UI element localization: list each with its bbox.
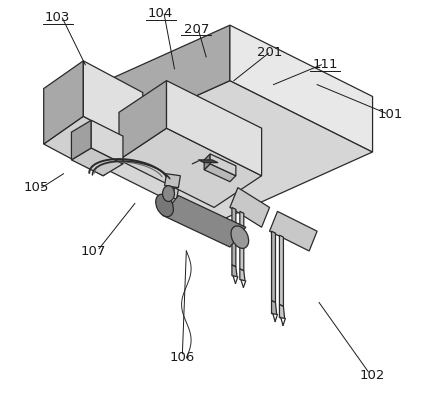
Text: 111: 111: [312, 58, 338, 71]
Polygon shape: [210, 154, 236, 176]
Polygon shape: [91, 120, 123, 164]
Polygon shape: [83, 61, 143, 148]
Text: 104: 104: [148, 7, 173, 20]
Text: 106: 106: [170, 352, 195, 365]
Polygon shape: [166, 81, 262, 176]
Polygon shape: [163, 196, 246, 247]
Polygon shape: [71, 25, 230, 152]
Polygon shape: [204, 164, 236, 182]
Text: 201: 201: [257, 46, 282, 59]
Text: 101: 101: [378, 108, 403, 121]
Polygon shape: [44, 61, 83, 144]
Text: 107: 107: [80, 245, 106, 257]
Text: 103: 103: [45, 11, 70, 24]
Polygon shape: [204, 154, 210, 170]
Polygon shape: [119, 81, 166, 160]
Polygon shape: [119, 128, 262, 207]
Polygon shape: [240, 269, 245, 281]
Text: 102: 102: [360, 369, 385, 382]
Polygon shape: [272, 300, 277, 314]
Ellipse shape: [156, 194, 173, 217]
Polygon shape: [165, 174, 180, 188]
Polygon shape: [198, 160, 218, 163]
Polygon shape: [71, 148, 123, 176]
Polygon shape: [165, 186, 170, 198]
Polygon shape: [279, 235, 283, 306]
Polygon shape: [272, 231, 275, 302]
Polygon shape: [232, 207, 236, 267]
Polygon shape: [279, 304, 285, 318]
Polygon shape: [230, 188, 270, 227]
Polygon shape: [71, 81, 373, 223]
Polygon shape: [240, 211, 244, 271]
Polygon shape: [230, 25, 373, 152]
Polygon shape: [44, 116, 143, 176]
Ellipse shape: [231, 226, 249, 248]
Ellipse shape: [163, 186, 174, 201]
Polygon shape: [232, 265, 237, 277]
Polygon shape: [270, 211, 317, 251]
Text: 207: 207: [183, 23, 209, 36]
Polygon shape: [71, 120, 91, 160]
Polygon shape: [172, 188, 178, 200]
Text: 105: 105: [23, 181, 48, 194]
